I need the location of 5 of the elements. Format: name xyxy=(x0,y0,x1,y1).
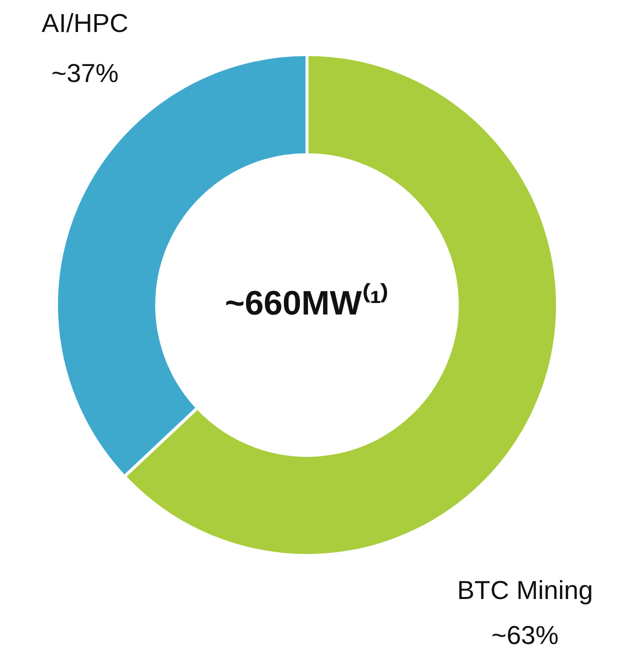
data-label: ~37% xyxy=(51,58,119,88)
slice-label: AI/HPC xyxy=(42,8,128,38)
text: ~660MW⁽¹⁾ xyxy=(224,282,390,322)
slice-label: BTC Mining xyxy=(457,575,593,606)
data-label: ~63% xyxy=(491,620,559,650)
